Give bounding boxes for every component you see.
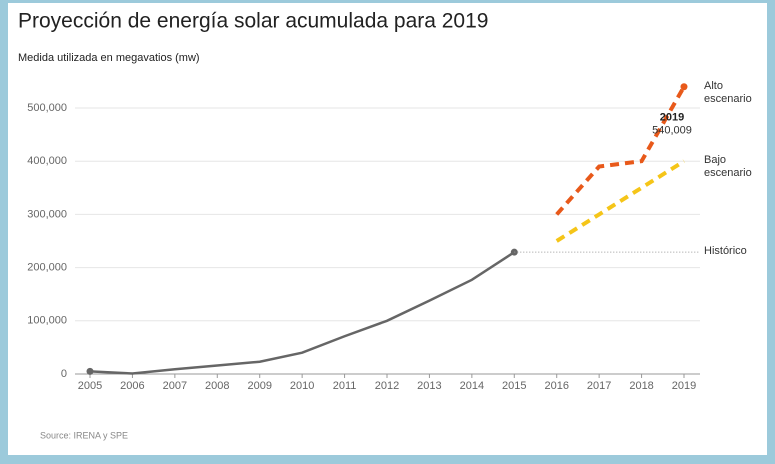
y-tick-label: 100,000 — [27, 315, 67, 327]
y-tick-label: 300,000 — [27, 208, 67, 220]
x-tick-label: 2010 — [290, 380, 314, 392]
point — [86, 367, 94, 375]
x-tick-label: 2017 — [587, 380, 611, 392]
annotation: 2019 — [660, 112, 684, 124]
y-tick-label: 400,000 — [27, 155, 67, 167]
x-tick-label: 2016 — [544, 380, 568, 392]
panel — [8, 3, 767, 455]
x-tick-label: 2005 — [78, 380, 102, 392]
y-tick-label: 500,000 — [27, 102, 67, 114]
x-tick-label: 2006 — [120, 380, 144, 392]
series-line — [555, 85, 686, 216]
y-tick-label: 200,000 — [27, 262, 67, 274]
point — [680, 83, 688, 91]
x-tick-label: 2013 — [417, 380, 441, 392]
series-label: Alto escenario — [704, 79, 752, 105]
series-line — [555, 159, 686, 243]
y-tick-label: 0 — [61, 368, 67, 380]
x-tick-label: 2008 — [205, 380, 229, 392]
x-tick-label: 2019 — [672, 380, 696, 392]
value-label: 540,009 — [652, 125, 692, 137]
chart-title: Proyección de energía solar acumulada pa… — [18, 10, 488, 33]
x-tick-label: 2012 — [375, 380, 399, 392]
x-tick-label: 2011 — [333, 380, 357, 392]
x-tick-label: 2018 — [629, 380, 653, 392]
x-tick-label: 2009 — [247, 380, 271, 392]
series-line — [89, 251, 515, 375]
x-tick-label: 2014 — [460, 380, 484, 392]
chart-subtitle: Medida utilizada en megavatios (mw) — [18, 52, 200, 64]
series-label: Histórico — [704, 245, 747, 258]
series-label: Bajo escenario — [704, 154, 752, 180]
x-tick-label: 2007 — [163, 380, 187, 392]
x-tick-label: 2015 — [502, 380, 526, 392]
source: Source: IRENA y SPE — [40, 430, 128, 440]
